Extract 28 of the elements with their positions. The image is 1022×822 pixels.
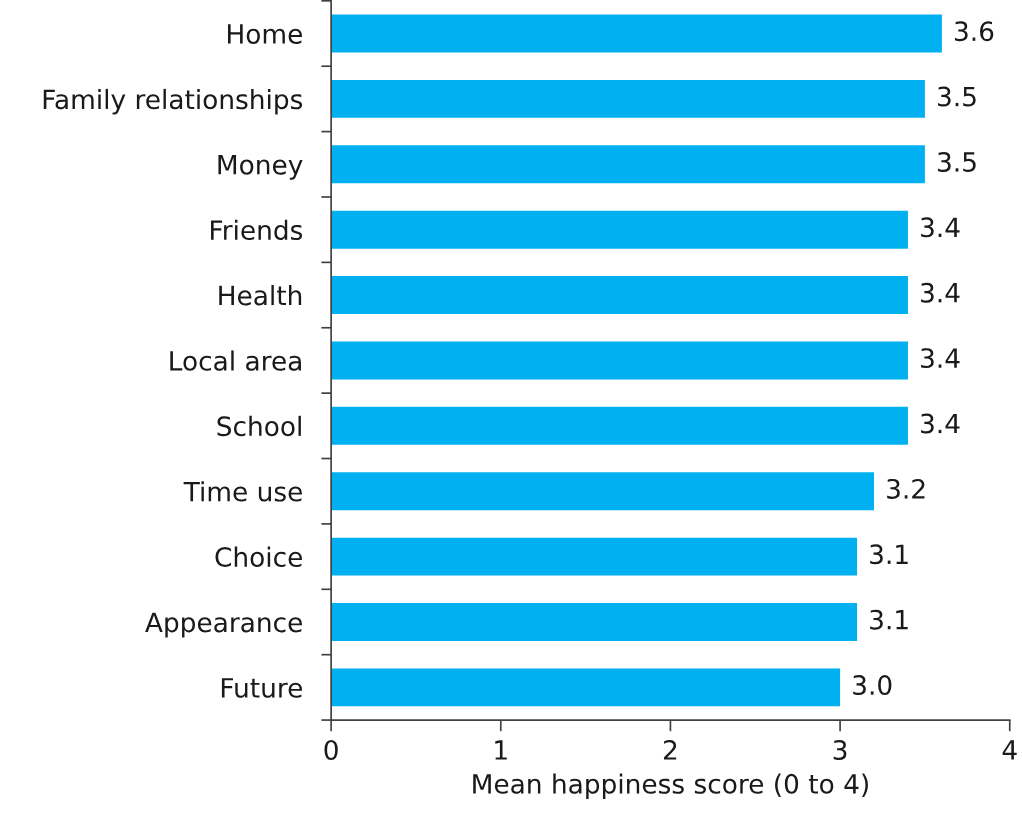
data-label: 3.5 [938,151,976,172]
y-tick-label: Appearance [145,612,302,638]
x-tick-label: 3 [833,739,847,760]
y-tick-label: Family relationships [43,88,303,115]
data-label: 3.0 [853,675,892,696]
y-tick-label: Local area [170,350,301,371]
data-label: 3.6 [955,21,994,42]
x-tick-label: 1 [495,740,507,760]
y-tick-label: Friends [211,219,303,241]
x-tick-label: 4 [1002,740,1017,760]
y-tick-label: Money [218,155,303,180]
data-label: 3.1 [870,609,908,630]
data-label: 3.4 [921,348,960,369]
x-axis-title: Mean happiness score (0 to 4) [473,773,868,799]
y-tick-label: Health [219,285,302,306]
x-tick-label: 2 [663,739,677,760]
y-tick-label: Choice [215,546,302,568]
data-label: 3.4 [921,413,960,434]
data-label: 3.1 [870,544,908,565]
y-tick-label: Home [228,24,302,44]
y-tick-label: School [217,415,301,437]
data-label: 3.2 [887,478,925,499]
y-tick-label: Time use [183,481,302,502]
data-label: 3.4 [921,217,960,238]
data-label: 3.4 [921,282,960,303]
data-label: 3.5 [938,86,976,107]
y-tick-label: Future [221,678,302,698]
x-tick-label: 0 [324,739,338,760]
